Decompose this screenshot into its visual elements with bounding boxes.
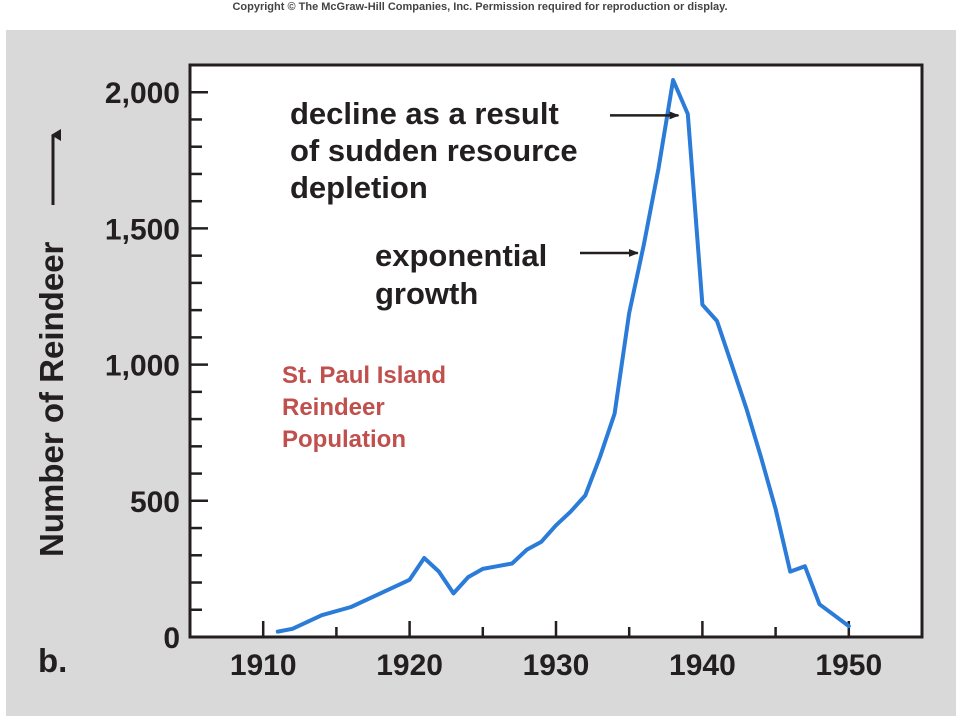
plot-area bbox=[188, 63, 924, 639]
y-tick-label-2000: 2,000 bbox=[105, 77, 180, 110]
annotation-exponential-line-2: growth bbox=[375, 276, 478, 311]
annotation-exponential-line-1: exponential bbox=[375, 238, 547, 273]
y-axis-title: Number of Reindeer bbox=[33, 241, 70, 557]
annotation-exponential: exponential growth bbox=[375, 238, 639, 311]
y-tick-label-1000: 1,000 bbox=[105, 350, 180, 383]
x-tick-label-1930: 1930 bbox=[523, 649, 590, 682]
island-label-line-2: Reindeer bbox=[282, 394, 385, 421]
island-label: St. Paul Island Reindeer Population bbox=[282, 362, 446, 453]
x-tick-label-1920: 1920 bbox=[376, 649, 443, 682]
panel-label: b. bbox=[38, 642, 67, 679]
annotation-decline-line-2: of sudden resource bbox=[290, 133, 578, 168]
island-label-line-1: St. Paul Island bbox=[282, 362, 446, 389]
x-tick-label-1910: 1910 bbox=[230, 649, 297, 682]
y-axis: 0 500 1,000 1,500 2,000 bbox=[105, 77, 208, 655]
x-tick-label-1950: 1950 bbox=[815, 649, 882, 682]
y-tick-label-0: 0 bbox=[163, 622, 180, 655]
series-line-reindeer bbox=[275, 78, 851, 634]
y-tick-label-500: 500 bbox=[130, 486, 180, 519]
y-tick-label-1500: 1,500 bbox=[105, 213, 180, 246]
x-axis: 1910 1920 1930 1940 1950 bbox=[230, 621, 882, 682]
annotation-decline-line-1: decline as a result bbox=[290, 96, 559, 131]
x-tick-label-1940: 1940 bbox=[669, 649, 736, 682]
copyright-notice: Copyright © The McGraw-Hill Companies, I… bbox=[232, 1, 728, 13]
annotation-decline: decline as a result of sudden resource d… bbox=[290, 96, 680, 205]
annotation-decline-line-3: depletion bbox=[290, 170, 428, 205]
island-label-line-3: Population bbox=[282, 426, 406, 453]
